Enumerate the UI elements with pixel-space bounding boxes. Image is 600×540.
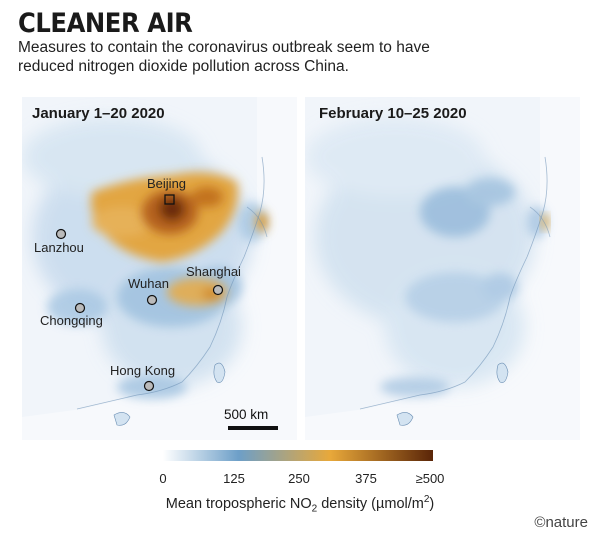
shanghai-marker: [212, 284, 224, 296]
legend-title-text: Mean tropospheric NO: [165, 495, 312, 512]
map-january: [22, 97, 297, 440]
legend-color-bar: [163, 450, 433, 461]
map-february-svg: [305, 97, 580, 440]
map-february: [305, 97, 580, 440]
city-label-wuhan: Wuhan: [128, 276, 169, 291]
legend-title-superscript: 2: [423, 494, 430, 505]
legend-tick-250: 250: [288, 471, 310, 486]
city-label-chongqing: Chongqing: [40, 313, 103, 328]
panel-title-january: January 1–20 2020: [32, 105, 165, 122]
city-label-hong-kong: Hong Kong: [110, 363, 176, 378]
legend-tick-500: ≥500: [415, 471, 445, 486]
city-label-beijing: Beijing: [147, 176, 187, 191]
legend-title: Mean tropospheric NO2 density (µmol/m2): [0, 494, 600, 515]
map-january-svg: [22, 97, 297, 440]
chart-subtitle: Measures to contain the coronavirus outb…: [18, 39, 430, 75]
city-label-shanghai: Shanghai: [186, 264, 241, 279]
legend-tick-125: 125: [223, 471, 245, 486]
chart-title: CLEANER AIR: [18, 8, 193, 39]
chongqing-marker: [74, 302, 86, 314]
nature-credit: ©nature: [534, 514, 588, 531]
legend-tick-0: 0: [159, 471, 167, 486]
legend-title-close: ): [429, 495, 435, 512]
scale-bar-label: 500 km: [224, 407, 269, 422]
legend-title-unit: density (µmol/m: [317, 495, 424, 512]
panel-title-february: February 10–25 2020: [319, 105, 467, 122]
beijing-marker: [164, 194, 175, 205]
wuhan-marker: [146, 294, 158, 306]
legend-title-subscript: 2: [311, 503, 318, 515]
lanzhou-marker: [55, 228, 67, 240]
legend-tick-375: 375: [355, 471, 377, 486]
city-label-lanzhou: Lanzhou: [34, 240, 84, 255]
scale-bar: [228, 426, 278, 430]
hong-kong-marker: [143, 380, 155, 392]
